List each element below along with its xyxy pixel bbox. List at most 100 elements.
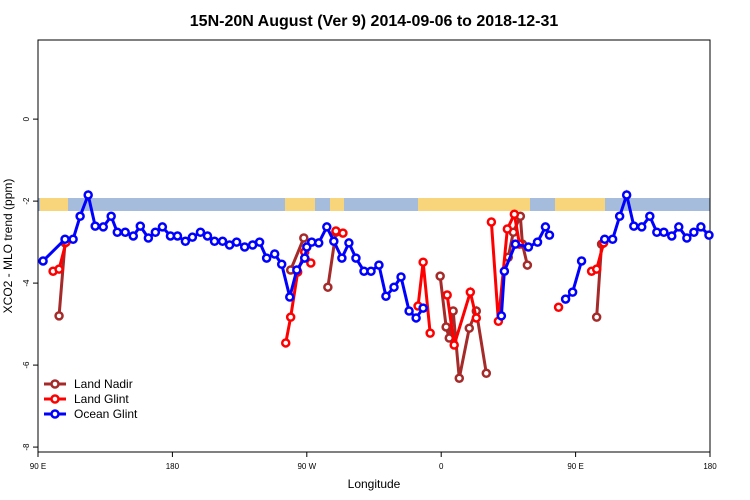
point — [509, 209, 520, 219]
point — [435, 271, 445, 281]
x-tick-label: 90 E — [567, 462, 583, 471]
point — [83, 190, 93, 200]
land-strip — [285, 198, 315, 211]
land-strip — [40, 198, 68, 211]
point — [112, 227, 123, 238]
point — [292, 265, 302, 275]
x-tick-label: 180 — [166, 462, 180, 471]
point — [532, 237, 543, 247]
point — [75, 211, 85, 222]
point — [280, 338, 291, 348]
y-tick-label: -4 — [22, 279, 31, 287]
x-tick-label: 90 E — [30, 462, 46, 471]
point — [239, 242, 250, 252]
point — [599, 234, 610, 244]
point — [404, 306, 414, 316]
point — [510, 239, 521, 249]
point — [667, 231, 677, 241]
point — [143, 233, 154, 243]
point — [329, 236, 339, 247]
point — [544, 230, 555, 240]
point — [54, 311, 64, 321]
point — [276, 259, 287, 269]
x-tick-label: 180 — [703, 462, 717, 471]
point — [285, 292, 295, 302]
point — [553, 302, 564, 313]
point — [441, 322, 451, 332]
legend-label: Ocean Glint — [74, 407, 138, 421]
point — [567, 287, 578, 297]
ocean-strip — [38, 198, 710, 211]
point — [322, 222, 332, 232]
point — [607, 234, 618, 244]
point — [682, 233, 692, 243]
point — [418, 257, 428, 267]
point — [231, 237, 242, 247]
point — [523, 242, 534, 252]
point — [540, 222, 551, 232]
point — [486, 217, 497, 227]
point — [614, 211, 625, 222]
point — [396, 272, 406, 282]
x-tick-label: 90 W — [297, 462, 316, 471]
point — [172, 231, 183, 241]
point — [576, 256, 587, 266]
legend-label: Land Nadir — [74, 377, 133, 391]
point — [496, 311, 507, 321]
point — [60, 234, 70, 244]
y-tick-label: -6 — [22, 361, 31, 369]
point — [306, 258, 316, 268]
legend-marker — [50, 379, 60, 389]
point — [299, 233, 309, 243]
point — [98, 222, 109, 232]
land-strip — [555, 198, 605, 211]
point — [209, 236, 220, 247]
land-strip — [330, 198, 344, 211]
point — [217, 236, 228, 247]
point — [560, 294, 571, 304]
point — [454, 373, 465, 383]
point — [120, 227, 130, 238]
x-tick-label: 0 — [439, 462, 444, 471]
y-tick-label: -2 — [22, 197, 31, 205]
point — [338, 228, 348, 238]
point — [464, 323, 475, 333]
point — [522, 260, 533, 270]
point — [502, 224, 513, 234]
point — [351, 253, 361, 263]
point — [418, 303, 428, 313]
y-axis-label: XCO2 - MLO trend (ppm) — [1, 179, 15, 314]
point — [674, 222, 684, 232]
point — [313, 238, 324, 248]
series-line — [42, 189, 711, 321]
point — [645, 211, 655, 222]
point — [68, 234, 78, 244]
point — [202, 231, 213, 241]
point — [157, 222, 168, 232]
point — [254, 237, 265, 247]
point — [150, 227, 161, 238]
point — [411, 313, 421, 323]
point — [442, 290, 452, 300]
point — [38, 256, 48, 266]
point — [269, 249, 280, 259]
point — [374, 260, 384, 270]
point — [591, 312, 602, 322]
point — [689, 227, 699, 238]
point — [299, 253, 310, 263]
point — [106, 211, 116, 222]
point — [389, 282, 399, 292]
point — [449, 340, 459, 350]
point — [696, 222, 706, 232]
point — [54, 264, 64, 274]
chart-title: 15N-20N August (Ver 9) 2014-09-06 to 201… — [190, 13, 559, 30]
map-band — [38, 198, 710, 211]
point — [344, 238, 354, 248]
land-strip — [418, 198, 530, 211]
point — [659, 227, 669, 238]
point — [425, 328, 435, 338]
point — [187, 232, 198, 242]
point — [637, 222, 647, 232]
point — [135, 221, 146, 231]
